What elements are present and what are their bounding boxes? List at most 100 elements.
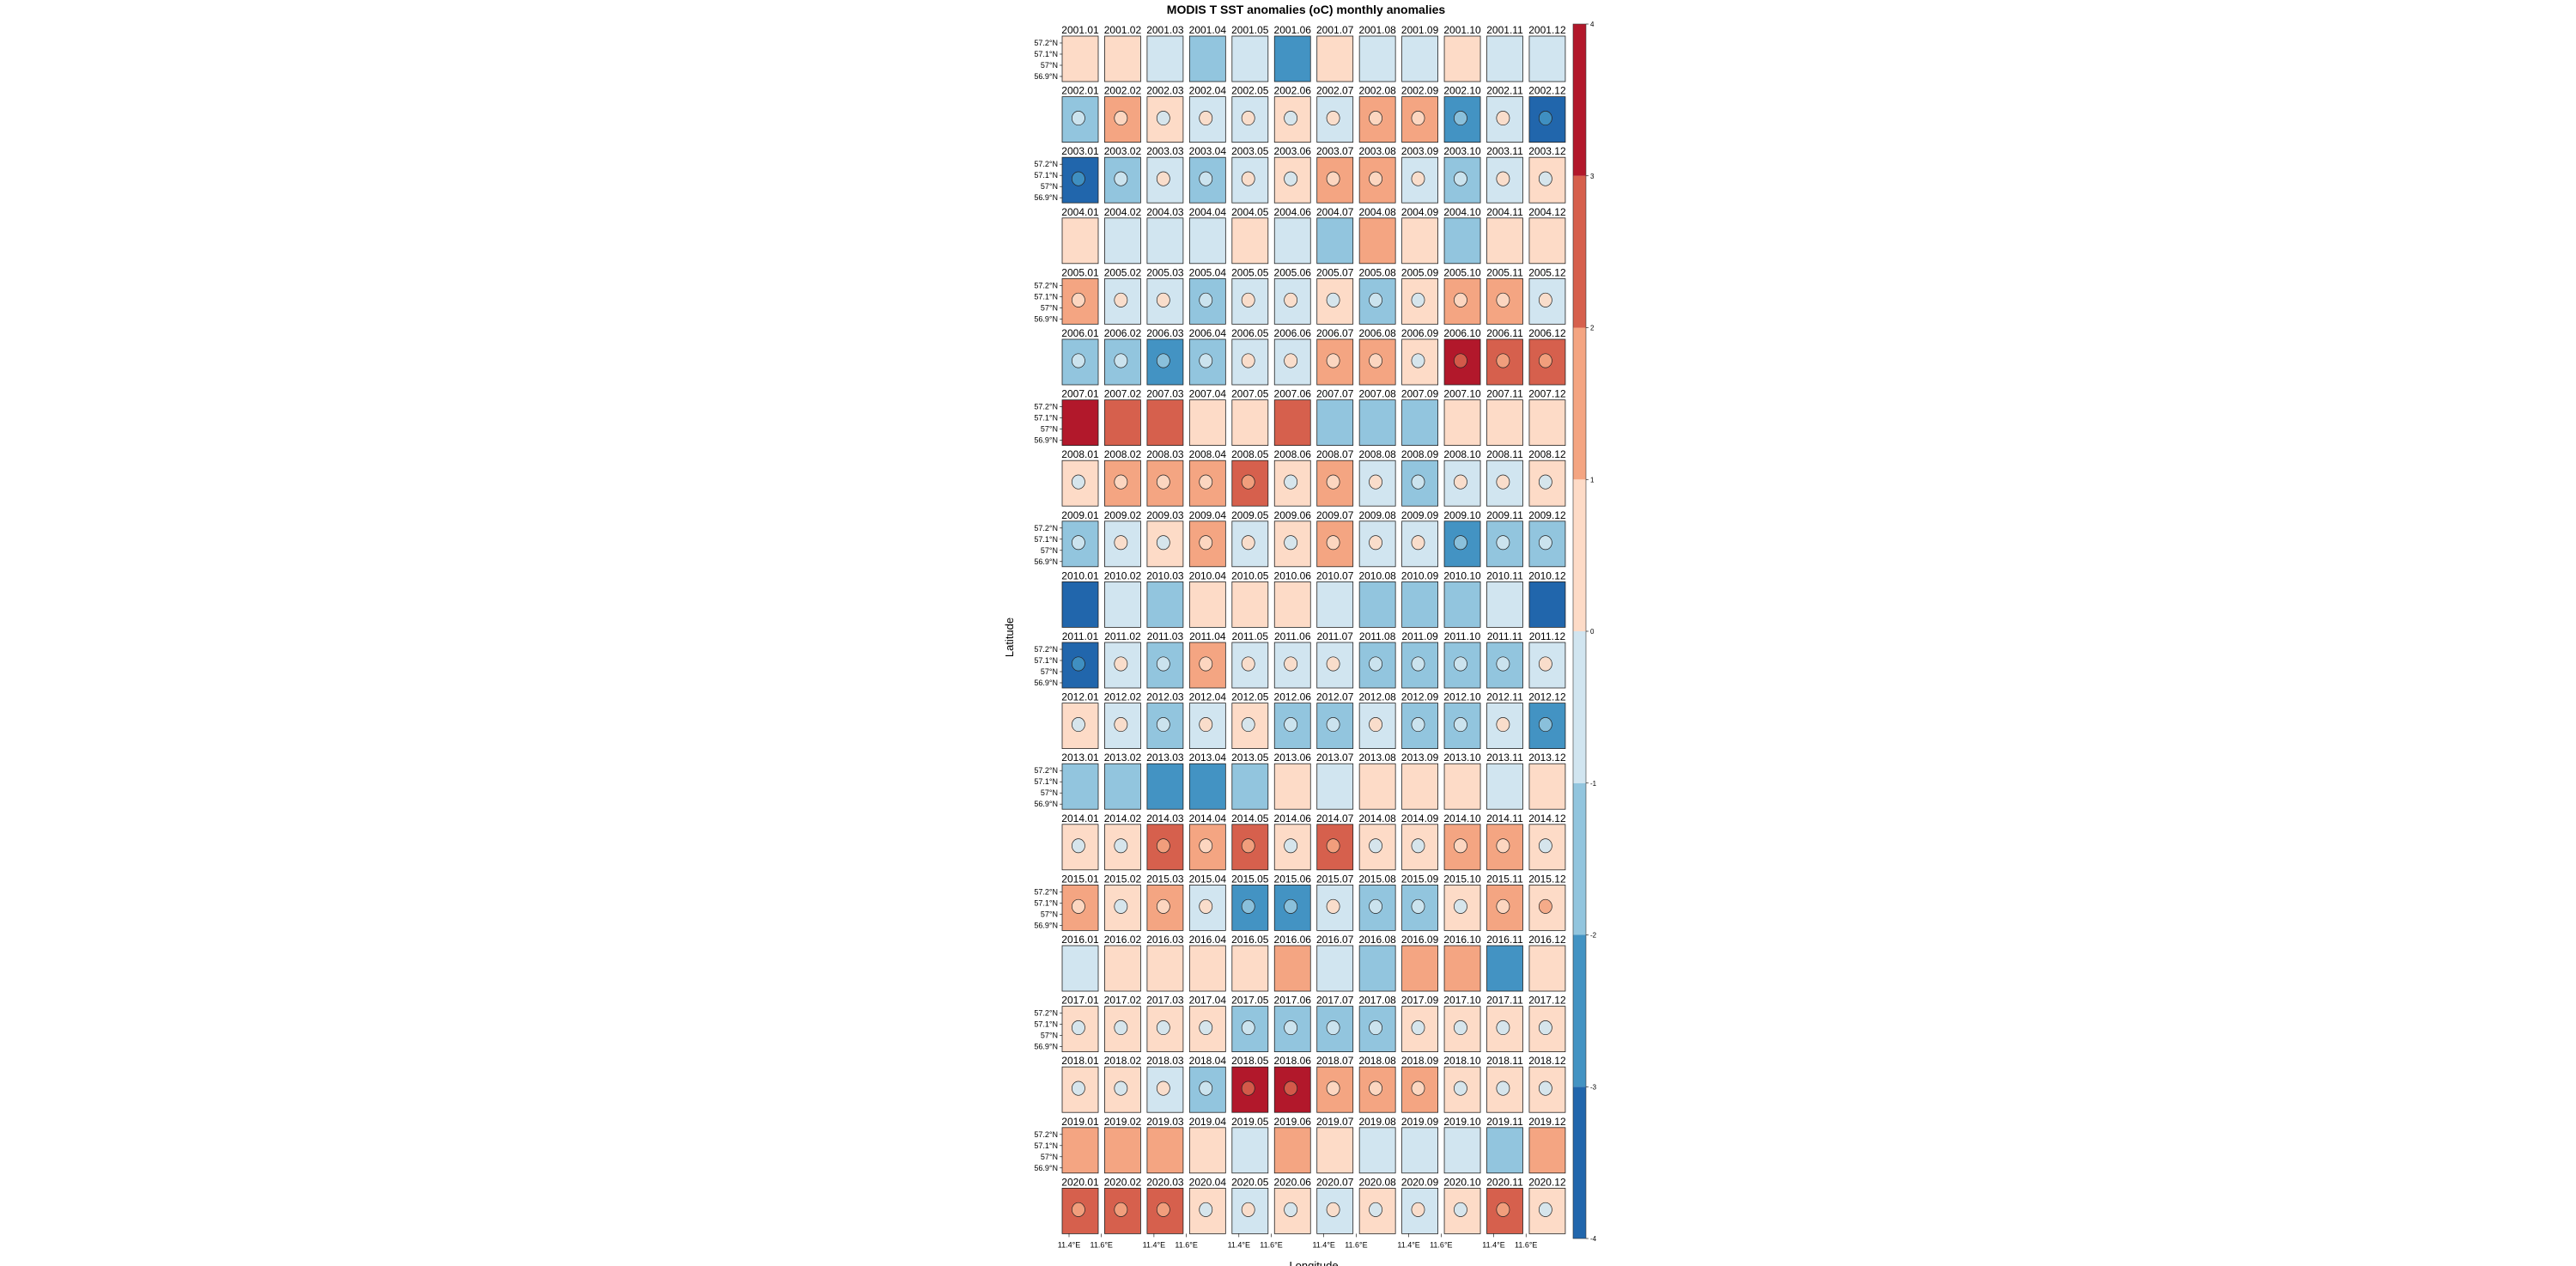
map-panel: 2016.01 (1061, 934, 1099, 992)
contour-patch (1411, 474, 1425, 490)
panel-label: 2014.12 (1528, 813, 1566, 825)
map-panel: 2002.09 (1401, 85, 1439, 143)
contour-patch (1071, 474, 1085, 490)
panel-label: 2011.06 (1274, 630, 1311, 642)
map-panel: 2012.10 (1443, 691, 1481, 749)
panel-label: 2005.01 (1061, 266, 1099, 278)
y-tick-label: 57.2°N (1034, 645, 1058, 654)
map-panel: 2006.11 (1486, 327, 1523, 386)
panel-label: 2014.08 (1358, 813, 1396, 825)
map-panel: 2016.10 (1443, 934, 1481, 992)
contour-patch (1369, 474, 1382, 490)
panel-label: 2011.09 (1401, 630, 1438, 642)
contour-patch (1284, 1202, 1298, 1217)
contour-patch (1241, 717, 1255, 733)
panel-label: 2014.04 (1189, 813, 1227, 825)
contour-patch (1326, 474, 1340, 490)
panel-label: 2003.08 (1358, 145, 1396, 157)
anomaly-cell (1486, 945, 1523, 992)
contour-patch (1241, 838, 1255, 854)
panel-label: 2010.10 (1443, 569, 1481, 581)
anomaly-cell (1443, 399, 1481, 447)
colorbar-segment (1573, 479, 1586, 631)
panel-label: 2016.11 (1486, 934, 1523, 946)
y-tick-label: 56.9°N (1034, 436, 1058, 445)
y-tick-label: 57.2°N (1034, 1130, 1058, 1139)
x-tick-label: 11.4°E (1482, 1240, 1504, 1249)
panel-label: 2002.05 (1231, 85, 1269, 97)
panel-label: 2020.01 (1061, 1176, 1099, 1188)
map-panel: 2003.06 (1274, 145, 1311, 204)
map-panel: 2009.11 (1486, 509, 1523, 568)
contour-patch (1199, 111, 1213, 126)
panel-label: 2017.09 (1401, 995, 1439, 1007)
panel-label: 2003.11 (1486, 145, 1523, 157)
panel-label: 2006.10 (1443, 327, 1481, 339)
panel-label: 2003.03 (1146, 145, 1184, 157)
map-panel: 2012.01 (1061, 691, 1099, 749)
contour-patch (1199, 656, 1213, 672)
map-panel: 2015.03 (1146, 873, 1184, 931)
map-panel: 2014.06 (1274, 813, 1311, 871)
map-panel: 2013.07 (1316, 752, 1354, 810)
panel-label: 2010.01 (1061, 569, 1099, 581)
contour-patch (1284, 111, 1298, 126)
panel-label: 2013.12 (1528, 752, 1566, 764)
panel-label: 2005.12 (1528, 266, 1566, 278)
panel-label: 2006.12 (1528, 327, 1566, 339)
map-panel: 2018.09 (1401, 1055, 1439, 1113)
panel-label: 2006.07 (1316, 327, 1354, 339)
panel-label: 2015.04 (1189, 873, 1227, 885)
map-panel: 2017.05 (1231, 995, 1269, 1052)
y-tick-label: 57.1°N (1034, 777, 1058, 786)
anomaly-cell (1061, 35, 1099, 82)
y-tick-label: 57°N (1041, 182, 1058, 191)
anomaly-cell (1401, 1127, 1438, 1174)
y-tick-label: 57.1°N (1034, 1020, 1058, 1029)
anomaly-cell (1104, 217, 1141, 265)
map-panel: 2001.04 (1189, 24, 1226, 82)
contour-patch (1326, 898, 1340, 914)
map-panel: 2002.02 (1104, 85, 1142, 143)
map-panel: 2017.11 (1486, 995, 1523, 1052)
contour-patch (1284, 838, 1298, 854)
contour-patch (1156, 474, 1170, 490)
panel-label: 2017.06 (1274, 995, 1312, 1007)
map-panel: 2015.06 (1274, 873, 1311, 931)
contour-patch (1156, 656, 1170, 672)
panel-label: 2019.07 (1316, 1116, 1354, 1128)
panel-label: 2007.10 (1443, 388, 1481, 400)
map-panel: 2001.06 (1274, 24, 1311, 82)
map-panel: 2018.04 (1189, 1055, 1226, 1113)
anomaly-cell (1104, 35, 1141, 82)
contour-patch (1199, 292, 1213, 307)
panel-label: 2003.04 (1189, 145, 1227, 157)
contour-patch (1156, 898, 1170, 914)
anomaly-cell (1486, 217, 1523, 265)
panel-label: 2001.01 (1061, 24, 1099, 36)
axis-ticks: 57.2°N 57.1°N 57°N 56.9°N 57.2°N 57.1°N 57°N 56… (1034, 39, 1537, 1249)
anomaly-cell (1231, 1006, 1269, 1052)
map-panel: 2009.05 (1231, 509, 1269, 568)
contour-patch (1538, 1020, 1552, 1036)
contour-patch (1284, 292, 1298, 307)
contour-patch (1538, 898, 1552, 914)
x-tick-label: 11.4°E (1397, 1240, 1419, 1249)
y-tick-label: 57.1°N (1034, 656, 1058, 665)
map-panel: 2003.01 (1061, 145, 1099, 204)
map-panel: 2008.06 (1274, 448, 1311, 507)
panel-label: 2015.01 (1061, 873, 1099, 885)
panel-label: 2002.02 (1104, 85, 1142, 97)
map-panel: 2015.02 (1104, 873, 1141, 931)
panel-label: 2001.03 (1146, 24, 1184, 36)
panel-label: 2015.10 (1443, 873, 1481, 885)
map-panel: 2019.04 (1188, 1116, 1226, 1174)
anomaly-cell (1188, 1127, 1226, 1174)
map-panel: 2019.05 (1231, 1116, 1269, 1174)
map-panel: 2018.03 (1146, 1055, 1184, 1113)
colorbar-tick-label: -1 (1590, 780, 1597, 788)
panel-label: 2007.05 (1231, 388, 1269, 400)
anomaly-cell (1401, 763, 1438, 810)
map-panel: 2010.11 (1486, 569, 1523, 628)
anomaly-cell (1231, 338, 1269, 386)
